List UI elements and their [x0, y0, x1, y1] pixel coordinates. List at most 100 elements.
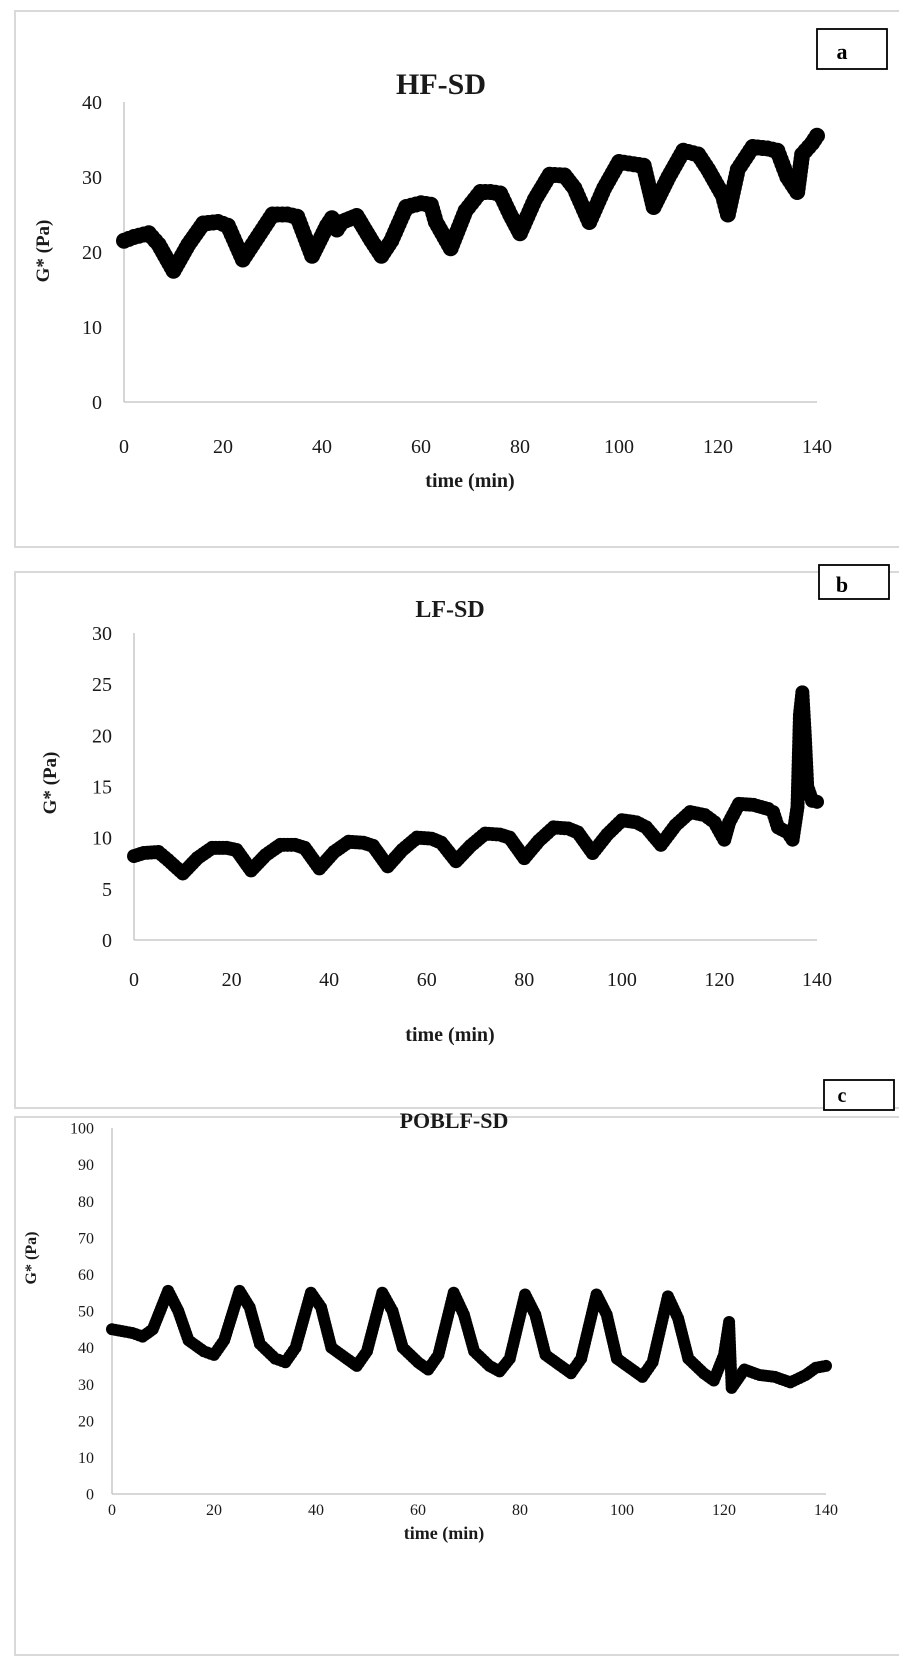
data-point	[218, 1334, 231, 1347]
data-point	[219, 217, 236, 234]
data-point	[809, 1361, 822, 1374]
data-point	[493, 1365, 506, 1378]
data-point	[502, 206, 519, 223]
data-point	[243, 1301, 256, 1314]
data-point	[792, 707, 807, 722]
data-point	[517, 851, 532, 866]
data-point	[795, 685, 810, 700]
data-point	[766, 805, 781, 820]
data-point	[383, 232, 400, 249]
data-point	[273, 837, 288, 852]
data-point	[180, 236, 197, 253]
data-point	[596, 180, 613, 197]
data-point	[769, 1370, 781, 1383]
data-point	[529, 1308, 542, 1321]
data-point	[297, 840, 312, 855]
x-tick-label: 80	[514, 969, 534, 991]
data-point	[790, 799, 805, 814]
data-point	[333, 214, 350, 230]
data-point	[244, 863, 259, 878]
x-tick-label: 120	[703, 436, 733, 458]
series-1	[116, 127, 825, 279]
data-point	[340, 1352, 353, 1365]
data-point	[541, 166, 558, 183]
data-point	[794, 146, 811, 163]
data-point	[738, 1363, 751, 1376]
data-point	[779, 169, 796, 185]
data-point	[714, 187, 731, 204]
panel-letter-box	[823, 1079, 895, 1111]
y-axis-label: G* (Pa)	[40, 752, 61, 815]
data-point	[645, 199, 662, 215]
data-point	[503, 1352, 516, 1365]
x-tick-label: 60	[417, 969, 437, 991]
data-point	[361, 1345, 373, 1358]
y-tick-label: 0	[102, 930, 112, 952]
data-point	[151, 844, 166, 859]
data-point	[234, 251, 251, 268]
data-point	[746, 797, 761, 812]
x-axis-label: time (min)	[404, 1523, 484, 1544]
data-point	[162, 1284, 175, 1297]
data-point	[366, 838, 381, 853]
data-point	[800, 779, 815, 794]
data-point	[707, 1374, 720, 1387]
data-point	[502, 830, 517, 845]
data-point	[697, 808, 712, 823]
data-point	[600, 827, 615, 842]
y-tick-label: 10	[92, 828, 112, 850]
data-point	[197, 1345, 210, 1358]
data-point	[639, 820, 654, 835]
x-tick-label: 20	[213, 436, 233, 458]
y-tick-label: 50	[78, 1304, 94, 1321]
data-point	[519, 1288, 532, 1301]
data-point	[448, 854, 463, 869]
data-point	[546, 820, 561, 835]
data-point	[512, 225, 528, 242]
y-tick-label: 20	[92, 725, 112, 747]
data-point	[380, 859, 395, 874]
data-point	[789, 184, 806, 200]
y-tick-label: 10	[82, 317, 102, 339]
data-point	[566, 180, 583, 197]
chart-b-svg: LF-SD b 0 5 10 15 20 25 30 0 20 40 60 80 100 120 140 time…	[40, 564, 890, 1046]
data-point	[269, 1352, 282, 1365]
data-point	[636, 1370, 649, 1383]
data-point	[635, 157, 652, 174]
x-tick-label: 40	[312, 436, 332, 458]
series-1	[106, 1284, 832, 1394]
panel-letter-box	[816, 28, 888, 70]
data-point	[432, 1348, 445, 1361]
data-point	[784, 1376, 797, 1389]
y-tick-label: 25	[92, 674, 112, 696]
chart-panel-b: LF-SD b 0 5 10 15 20 25 30 0 20 40 60 80 100 120 140 time…	[14, 564, 899, 1109]
data-point	[233, 1284, 246, 1297]
chart-c-svg: POBLF-SD c 0 10 20 30 40 50 60 70 80 90 100 0 20 40 60 80…	[23, 1079, 895, 1544]
data-point	[395, 842, 410, 857]
y-tick-label: 40	[82, 92, 102, 114]
x-tick-label: 140	[802, 969, 832, 991]
data-point	[809, 127, 825, 144]
y-tick-label: 5	[102, 879, 112, 901]
data-point	[422, 1363, 435, 1376]
data-point	[447, 1286, 460, 1299]
data-point	[195, 215, 212, 232]
data-point	[611, 154, 627, 170]
data-point	[556, 167, 573, 184]
data-point	[208, 1348, 220, 1361]
data-point	[304, 247, 321, 264]
x-axis-label: time (min)	[405, 1024, 494, 1046]
data-point	[614, 813, 629, 828]
data-point	[258, 848, 273, 863]
y-tick-label: 20	[78, 1413, 94, 1430]
y-tick-label: 100	[70, 1121, 94, 1138]
data-point	[554, 1359, 567, 1372]
data-point	[753, 1369, 766, 1382]
x-tick-label: 40	[308, 1502, 324, 1519]
data-point	[539, 1348, 552, 1361]
data-point	[700, 161, 717, 178]
data-point	[646, 1356, 659, 1369]
chart-title: HF-SD	[396, 68, 486, 101]
y-tick-label: 60	[78, 1267, 94, 1284]
panel-letter: a	[837, 39, 848, 64]
